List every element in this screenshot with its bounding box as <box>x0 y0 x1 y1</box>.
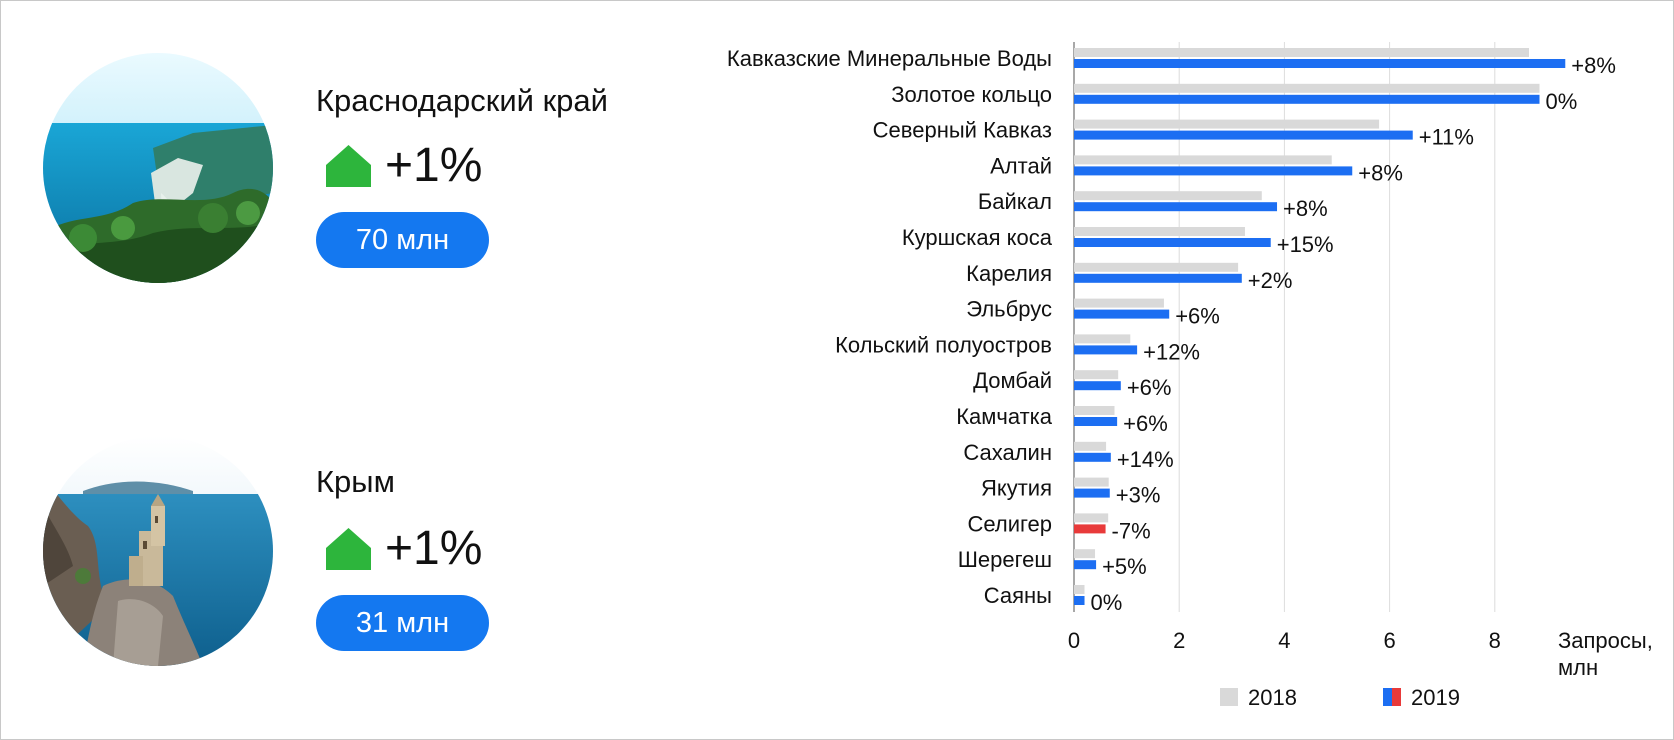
bar-2019 <box>1074 381 1121 391</box>
change-label: +2% <box>1248 268 1293 293</box>
x-tick-label: 2 <box>1173 628 1185 653</box>
category-label: Якутия <box>981 476 1052 501</box>
region-card-krasnodar: Краснодарский край +1% 70 млн <box>0 45 640 305</box>
bar-2019 <box>1074 524 1106 534</box>
legend-swatch-2019-negative <box>1392 688 1401 706</box>
bar-2019 <box>1074 452 1111 462</box>
category-label: Куршская коса <box>902 225 1053 250</box>
bar-2019 <box>1074 488 1110 498</box>
requests-bar-chart: Кавказские Минеральные Воды +8% Золотое ко… <box>727 42 1653 710</box>
bar-2019 <box>1074 130 1413 140</box>
bar-2018 <box>1074 441 1107 451</box>
up-arrow-icon <box>326 528 371 570</box>
bar-2019 <box>1074 309 1170 319</box>
legend-swatch-2019 <box>1383 688 1392 706</box>
trend-indicator: +1% <box>326 140 482 192</box>
x-tick-label: 4 <box>1278 628 1290 653</box>
change-label: 0% <box>1546 89 1578 114</box>
bar-2018 <box>1074 549 1096 559</box>
change-label: +3% <box>1116 483 1161 508</box>
bar-2019 <box>1074 166 1353 176</box>
change-label: +8% <box>1283 196 1328 221</box>
up-arrow-icon <box>326 145 371 187</box>
category-label: Сахалин <box>963 440 1052 465</box>
bar-2018 <box>1074 370 1119 380</box>
requests-badge: 31 млн <box>316 595 489 651</box>
category-label: Байкал <box>978 189 1052 214</box>
category-label: Кавказские Минеральные Воды <box>727 46 1052 71</box>
category-label: Карелия <box>966 261 1052 286</box>
x-tick-label: 6 <box>1383 628 1395 653</box>
bar-2019 <box>1074 596 1085 605</box>
bar-2018 <box>1074 48 1529 57</box>
bar-2018 <box>1074 191 1262 201</box>
x-axis-label: Запросы, <box>1558 628 1653 653</box>
category-label: Кольский полуостров <box>835 332 1052 357</box>
change-label: +14% <box>1117 447 1174 472</box>
bar-2018 <box>1074 262 1239 272</box>
legend-label-2019: 2019 <box>1411 685 1460 710</box>
bar-2019 <box>1074 345 1138 355</box>
category-label: Камчатка <box>956 404 1053 429</box>
bar-2019 <box>1074 560 1097 570</box>
trend-indicator: +1% <box>326 523 482 575</box>
legend-label-2018: 2018 <box>1248 685 1297 710</box>
bar-2018 <box>1074 119 1380 129</box>
change-label: +12% <box>1143 339 1200 364</box>
bar-2018 <box>1074 513 1109 523</box>
region-title: Краснодарский край <box>316 83 608 118</box>
bar-2019 <box>1074 273 1242 283</box>
change-label: +8% <box>1571 53 1616 78</box>
region-card-crimea: Крым +1% 31 млн <box>0 428 640 688</box>
category-label: Саяны <box>984 583 1052 608</box>
category-label: Домбай <box>973 368 1052 393</box>
x-tick-label: 8 <box>1489 628 1501 653</box>
region-photo-castle <box>43 436 273 666</box>
bar-2019 <box>1074 417 1118 426</box>
change-label: +6% <box>1175 304 1220 329</box>
category-label: Золотое кольцо <box>891 82 1052 107</box>
change-label: +6% <box>1127 375 1172 400</box>
trend-value: +1% <box>385 139 483 192</box>
bar-2018 <box>1074 477 1109 487</box>
bar-2018 <box>1074 585 1085 594</box>
category-label: Северный Кавказ <box>873 118 1052 143</box>
change-label: -7% <box>1112 518 1151 543</box>
category-label: Селигер <box>967 511 1052 536</box>
legend-swatch-2018 <box>1220 688 1238 706</box>
category-label: Алтай <box>990 153 1052 178</box>
bar-2019 <box>1074 202 1278 212</box>
change-label: +8% <box>1358 160 1403 185</box>
change-label: +15% <box>1277 232 1334 257</box>
category-label: Шерегеш <box>958 547 1052 572</box>
change-label: +5% <box>1102 554 1147 579</box>
bar-2019 <box>1074 238 1271 247</box>
bar-2018 <box>1074 334 1131 344</box>
bar-2018 <box>1074 227 1245 236</box>
trend-value: +1% <box>385 522 483 575</box>
bar-2018 <box>1074 155 1332 165</box>
change-label: +11% <box>1419 125 1474 150</box>
bar-2018 <box>1074 83 1540 93</box>
x-tick-label: 0 <box>1068 628 1080 653</box>
region-photo-coast <box>43 53 273 283</box>
bar-2019 <box>1074 59 1566 68</box>
x-axis-label: млн <box>1558 655 1598 680</box>
bar-2018 <box>1074 298 1164 308</box>
requests-badge: 70 млн <box>316 212 489 268</box>
category-label: Эльбрус <box>966 297 1052 322</box>
change-label: 0% <box>1091 590 1123 615</box>
region-title: Крым <box>316 464 395 499</box>
bar-2018 <box>1074 406 1115 415</box>
bar-2019 <box>1074 94 1540 104</box>
change-label: +6% <box>1123 411 1168 436</box>
